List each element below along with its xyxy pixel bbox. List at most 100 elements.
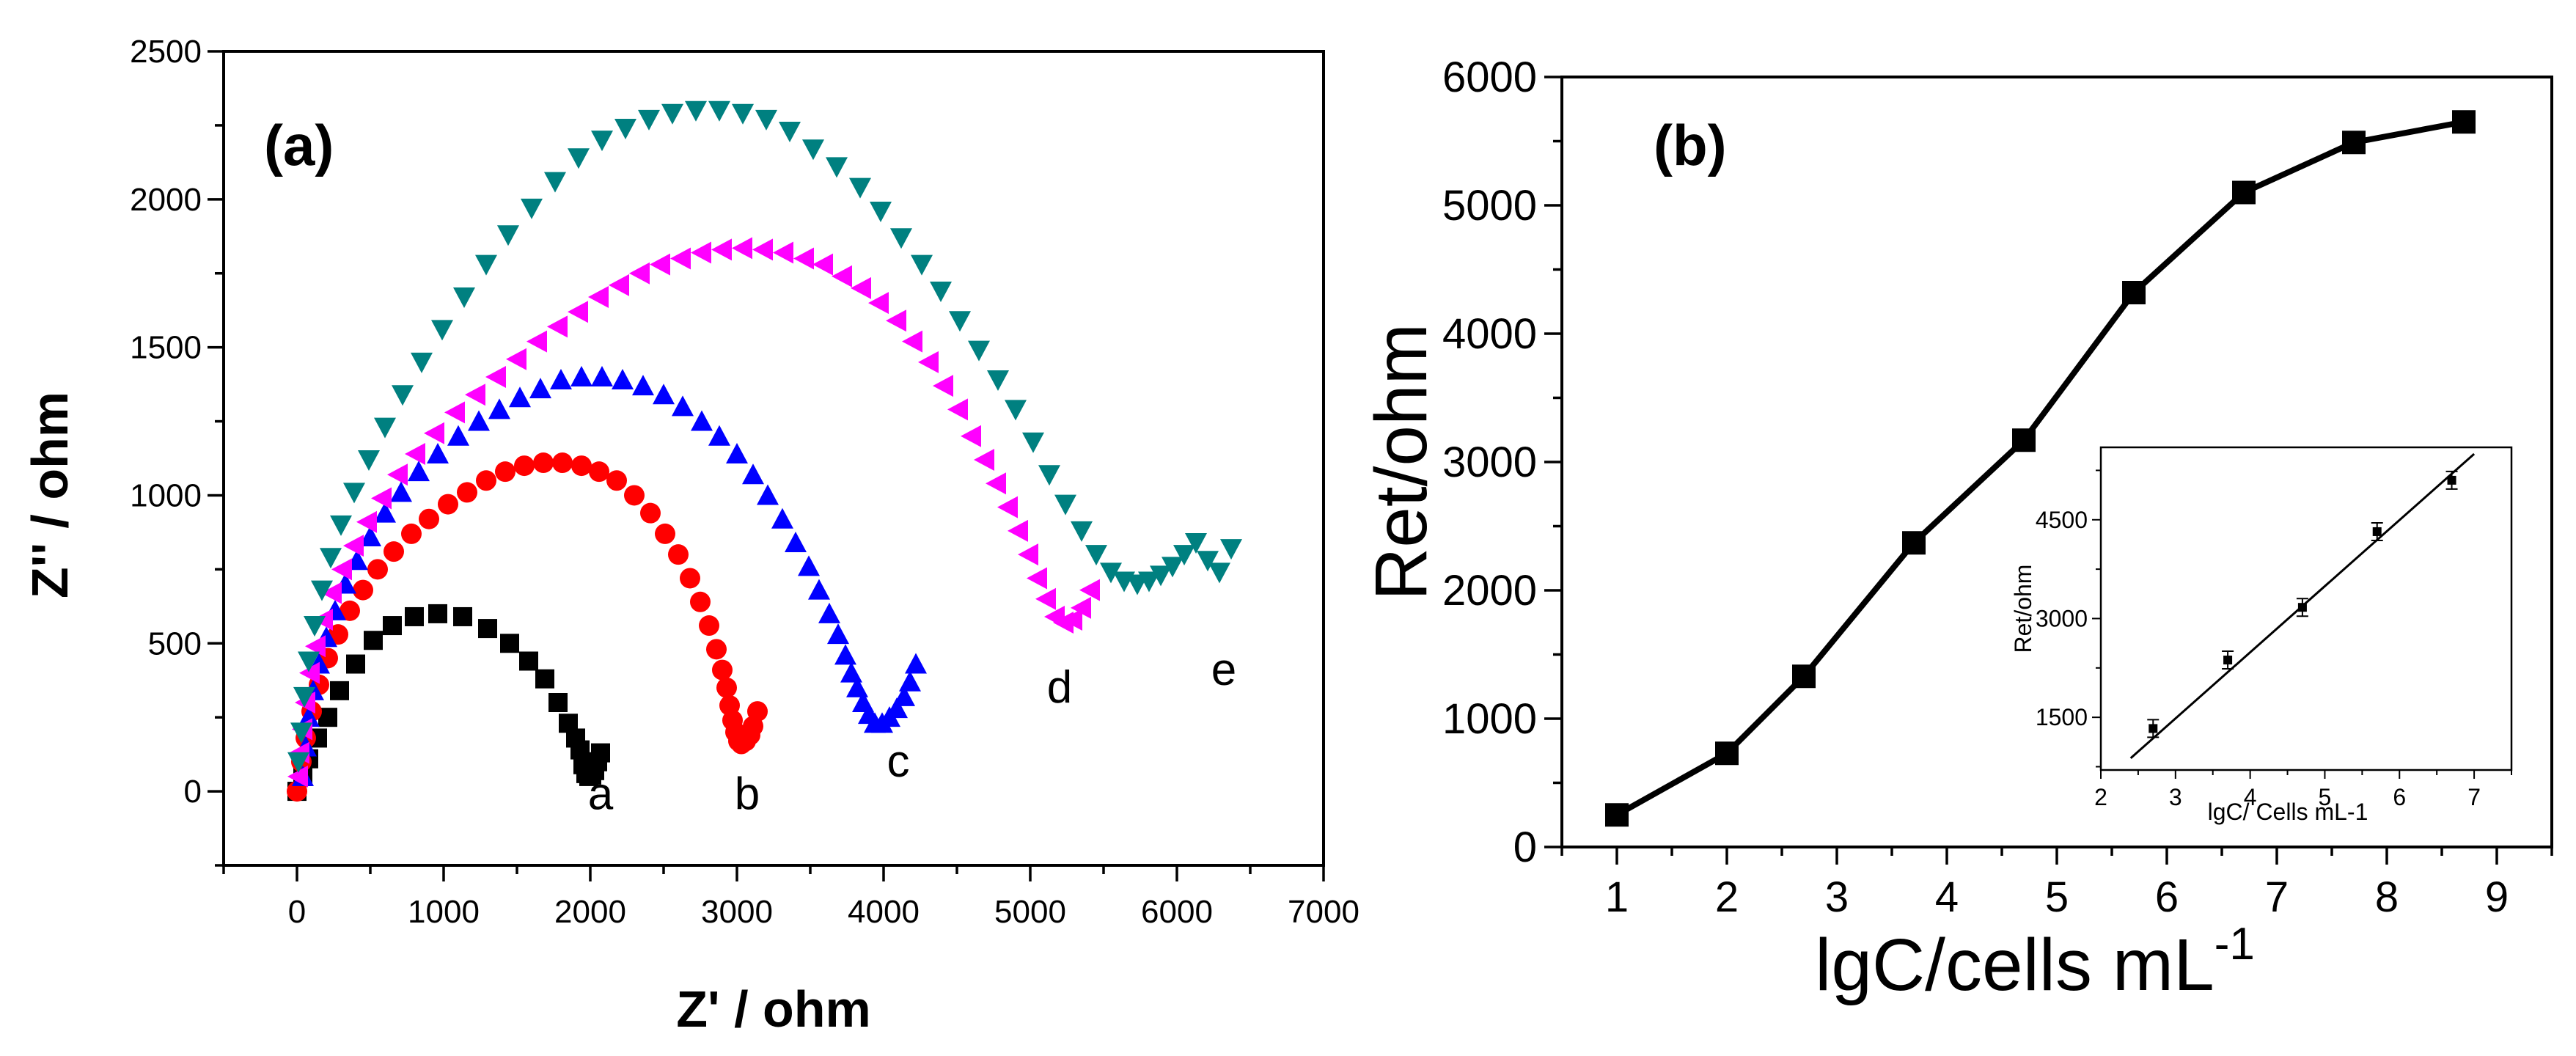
panel-a-eis-nyquist-plot: 0 1000 2000 3000 4000 5000 6000 7000 0 500 1000 150… bbox=[21, 34, 1359, 1038]
series-e-point bbox=[320, 548, 342, 569]
inset-x-tick-label: 7 bbox=[2467, 784, 2481, 810]
data-point bbox=[1792, 664, 1816, 689]
series-e-point bbox=[1100, 562, 1122, 584]
series-e-point bbox=[453, 287, 475, 309]
series-d-point bbox=[371, 487, 392, 510]
series-d bbox=[287, 237, 1100, 788]
series-c-point bbox=[899, 670, 921, 692]
series-b-point bbox=[640, 502, 661, 524]
series-c-point bbox=[653, 384, 675, 405]
series-c-point bbox=[771, 507, 793, 529]
series-b-point bbox=[680, 568, 700, 589]
series-e-point bbox=[1005, 400, 1027, 421]
series-d-point bbox=[526, 330, 547, 353]
series-b-point bbox=[747, 701, 768, 722]
panel-b-ret-vs-concentration: 1 2 3 4 5 6 7 8 9 0 1000 2000 3000 4000 5000 6000 (b) l… bbox=[1360, 54, 2553, 1006]
series-b-point bbox=[419, 508, 439, 529]
series-d-point bbox=[650, 253, 670, 276]
series-label-e: e bbox=[1211, 645, 1236, 695]
series-e-point bbox=[614, 118, 636, 139]
series-c-point bbox=[827, 623, 849, 645]
series-b-point bbox=[533, 452, 554, 474]
x-tick-label: 8 bbox=[2375, 873, 2399, 921]
panel-a-plot-frame bbox=[222, 50, 1325, 867]
series-c-point bbox=[726, 442, 748, 463]
series-label-c: c bbox=[887, 736, 910, 787]
x-tick-label: 2 bbox=[1715, 873, 1739, 921]
x-tick-label: 5000 bbox=[994, 894, 1066, 930]
series-d-point bbox=[1071, 596, 1091, 619]
series-e-point bbox=[708, 100, 730, 122]
series-e-point bbox=[1162, 557, 1184, 578]
series-d-point bbox=[387, 463, 408, 486]
series-e-point bbox=[431, 320, 453, 341]
series-e-point bbox=[779, 121, 801, 142]
series-e-point bbox=[849, 177, 871, 199]
series-e-point bbox=[304, 616, 326, 637]
series-c-point bbox=[846, 676, 868, 697]
inset-x-tick-label: 6 bbox=[2393, 784, 2406, 810]
x-tick-label: 4 bbox=[1935, 873, 1959, 921]
series-d-point bbox=[974, 449, 994, 472]
series-e-point bbox=[930, 281, 952, 302]
series-d-point bbox=[547, 315, 568, 338]
series-a-point bbox=[535, 669, 554, 689]
series-b-point bbox=[706, 639, 727, 660]
series-b-point bbox=[384, 541, 404, 562]
y-tick-label: 2500 bbox=[130, 34, 202, 70]
series-b-point bbox=[340, 600, 360, 621]
series-a-point bbox=[383, 616, 402, 636]
series-d-point bbox=[405, 442, 425, 465]
data-point bbox=[2342, 131, 2366, 155]
x-tick-label: 3 bbox=[1825, 873, 1849, 921]
series-e-point bbox=[298, 651, 320, 672]
series-a-point bbox=[591, 743, 610, 763]
x-tick-label: 4000 bbox=[848, 894, 920, 930]
x-tick-label: 6000 bbox=[1141, 894, 1213, 930]
series-e bbox=[287, 100, 1242, 773]
y-tick-label: 0 bbox=[184, 774, 202, 810]
series-e-point bbox=[802, 139, 824, 161]
inset-y-axis-label: Ret/ohm bbox=[2010, 565, 2036, 653]
series-b-point bbox=[699, 615, 719, 637]
panel-b-data-points bbox=[1605, 110, 2476, 827]
series-c-point bbox=[509, 386, 531, 408]
series-c-point bbox=[447, 425, 469, 446]
panel-b-ticks: 1 2 3 4 5 6 7 8 9 0 1000 2000 3000 4000 5000 6000 bbox=[1442, 54, 2553, 921]
series-label-a: a bbox=[588, 769, 614, 819]
series-d-point bbox=[444, 401, 465, 424]
series-c-point bbox=[893, 685, 915, 706]
x-tick-label: 2000 bbox=[554, 894, 626, 930]
series-d-point bbox=[485, 366, 506, 388]
panel-a-ticks: 0 1000 2000 3000 4000 5000 6000 7000 0 500 1000 150… bbox=[130, 34, 1359, 930]
series-c-point bbox=[840, 661, 862, 683]
panel-b-x-axis-label-main: lgC/cells mL bbox=[1815, 924, 2214, 1006]
series-b bbox=[287, 452, 768, 802]
x-tick-label: 7000 bbox=[1288, 894, 1359, 930]
series-e-point bbox=[293, 686, 315, 708]
series-d-point bbox=[670, 247, 691, 270]
series-b-point bbox=[690, 591, 711, 612]
panel-a-y-axis-label: Z'' / ohm bbox=[21, 392, 78, 598]
series-c-point bbox=[612, 369, 634, 390]
series-d-point bbox=[609, 274, 629, 296]
panel-b-inset-calibration: 2 3 4 5 6 7 1500 3000 4500 lgC/ Cells mL-1 Ret/o… bbox=[2010, 446, 2513, 825]
series-a-point bbox=[405, 606, 424, 626]
series-c-point bbox=[390, 481, 412, 502]
series-c-point bbox=[550, 369, 572, 390]
inset-x-axis-label: lgC/ Cells mL-1 bbox=[2208, 799, 2368, 825]
series-label-b: b bbox=[735, 769, 760, 819]
series-d-point bbox=[886, 309, 906, 332]
inset-x-tick-label: 5 bbox=[2319, 784, 2332, 810]
y-tick-label: 2000 bbox=[1442, 567, 1537, 615]
series-c-point bbox=[427, 442, 449, 463]
series-a-point bbox=[364, 631, 383, 650]
series-d-point bbox=[902, 330, 922, 353]
inset-x-tick-label: 2 bbox=[2094, 784, 2107, 810]
series-c-point bbox=[757, 484, 779, 505]
y-tick-label: 6000 bbox=[1442, 54, 1537, 101]
series-d-point bbox=[424, 422, 444, 444]
series-e-point bbox=[1022, 432, 1044, 453]
series-e-point bbox=[497, 225, 519, 246]
series-e-point bbox=[1038, 465, 1060, 486]
